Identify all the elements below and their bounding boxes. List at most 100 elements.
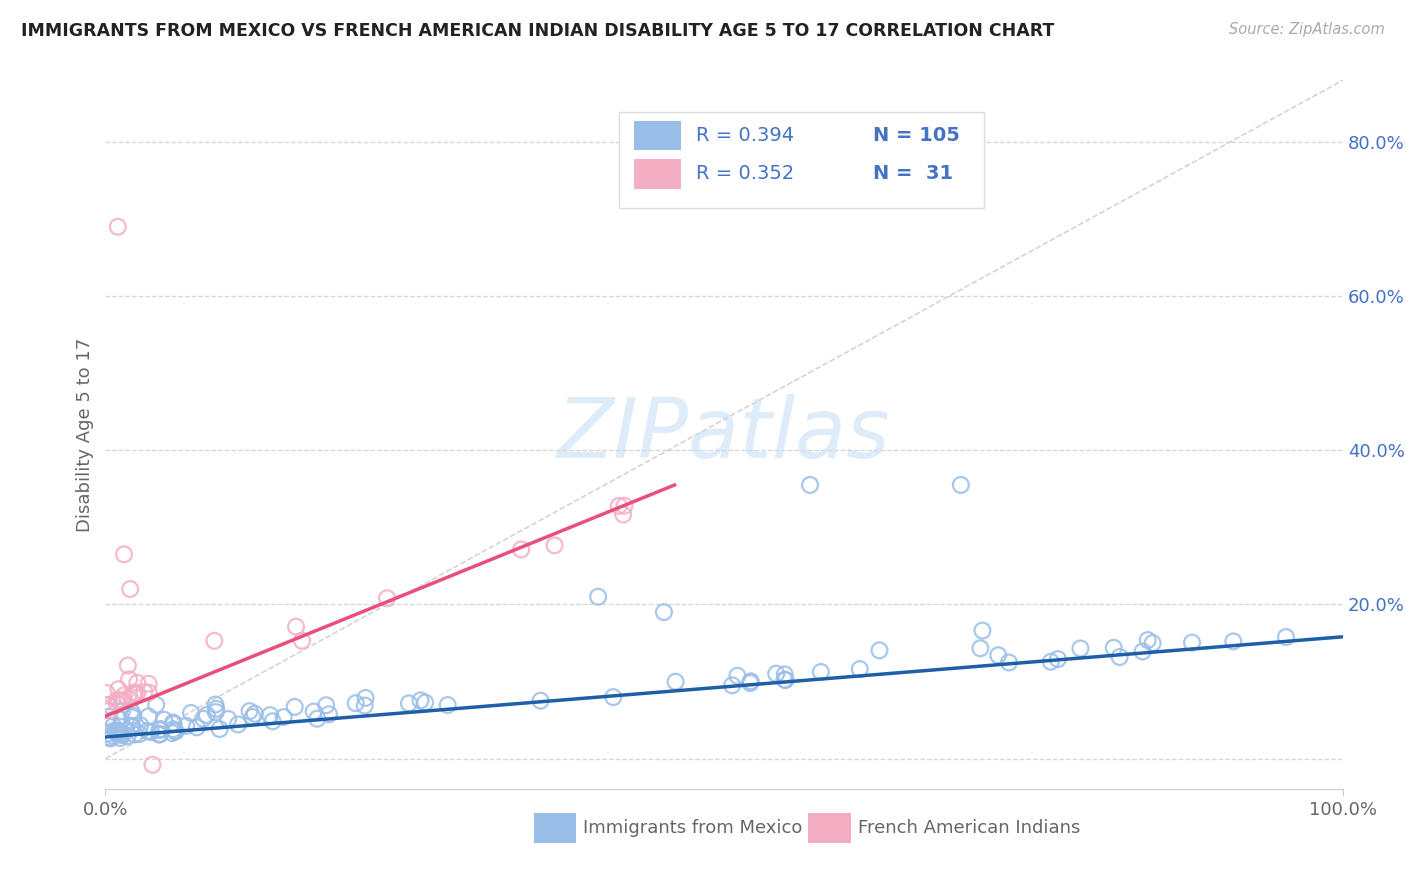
Point	[101, 729, 124, 743]
Point	[354, 690, 377, 705]
Point	[848, 662, 870, 676]
Point	[163, 717, 186, 731]
Point	[195, 708, 218, 723]
Point	[105, 726, 128, 740]
Point	[107, 682, 129, 697]
Point	[375, 591, 398, 606]
Point	[111, 713, 134, 727]
Point	[127, 687, 149, 701]
Point	[165, 724, 187, 739]
Point	[121, 710, 143, 724]
Point	[96, 698, 118, 713]
Point	[398, 697, 420, 711]
Point	[998, 656, 1021, 670]
Point	[141, 757, 163, 772]
Point	[117, 658, 139, 673]
Point	[100, 731, 122, 746]
Point	[344, 696, 367, 710]
Text: N =  31: N = 31	[873, 164, 953, 184]
Point	[868, 643, 890, 657]
Point	[148, 728, 170, 742]
Point	[1039, 655, 1062, 669]
Point	[510, 542, 533, 557]
Point	[124, 727, 146, 741]
Point	[1102, 640, 1125, 655]
Point	[149, 727, 172, 741]
Point	[124, 688, 146, 702]
Text: Immigrants from Mexico: Immigrants from Mexico	[583, 819, 803, 837]
Point	[208, 722, 231, 736]
Point	[243, 706, 266, 721]
Point	[586, 590, 609, 604]
Point	[972, 624, 994, 638]
Point	[98, 698, 121, 712]
Point	[129, 718, 152, 732]
Point	[139, 725, 162, 739]
Point	[205, 702, 228, 716]
Point	[163, 724, 186, 739]
Point	[1142, 636, 1164, 650]
Point	[98, 704, 121, 718]
Point	[117, 729, 139, 743]
Point	[725, 669, 748, 683]
Text: IMMIGRANTS FROM MEXICO VS FRENCH AMERICAN INDIAN DISABILITY AGE 5 TO 17 CORRELAT: IMMIGRANTS FROM MEXICO VS FRENCH AMERICA…	[21, 22, 1054, 40]
FancyBboxPatch shape	[619, 112, 984, 208]
Point	[98, 731, 121, 745]
Point	[97, 718, 120, 732]
Point	[138, 685, 160, 699]
Point	[111, 704, 134, 718]
Point	[193, 712, 215, 726]
Point	[1181, 635, 1204, 649]
Point	[664, 674, 686, 689]
Text: R = 0.352: R = 0.352	[696, 164, 794, 184]
Point	[108, 727, 131, 741]
Point	[318, 707, 340, 722]
Point	[810, 665, 832, 679]
Point	[101, 719, 124, 733]
Point	[120, 582, 142, 596]
Point	[529, 694, 551, 708]
Point	[773, 667, 796, 681]
Point	[107, 724, 129, 739]
Point	[145, 698, 167, 712]
Point	[217, 712, 239, 726]
Point	[202, 633, 225, 648]
Point	[773, 673, 796, 687]
Point	[273, 710, 295, 724]
Point	[775, 673, 797, 687]
Point	[120, 704, 142, 718]
Point	[107, 219, 129, 234]
Point	[117, 691, 139, 706]
Point	[602, 690, 624, 705]
Point	[110, 728, 132, 742]
Point	[128, 727, 150, 741]
Point	[180, 706, 202, 720]
Point	[112, 547, 135, 561]
Point	[721, 678, 744, 692]
Text: N = 105: N = 105	[873, 126, 959, 145]
Point	[799, 478, 821, 492]
Point	[111, 694, 134, 708]
Point	[613, 499, 636, 513]
Point	[134, 685, 156, 699]
Point	[607, 499, 630, 513]
Point	[949, 478, 972, 492]
Point	[1046, 652, 1069, 666]
Text: Source: ZipAtlas.com: Source: ZipAtlas.com	[1229, 22, 1385, 37]
Text: ZIPatlas: ZIPatlas	[557, 394, 891, 475]
Point	[353, 698, 375, 713]
Point	[740, 676, 762, 690]
Point	[543, 538, 565, 552]
Point	[121, 719, 143, 733]
Point	[124, 685, 146, 699]
Point	[259, 708, 281, 723]
Point	[1132, 644, 1154, 658]
Point	[104, 723, 127, 738]
Point	[1069, 641, 1091, 656]
Point	[120, 719, 142, 733]
Point	[122, 708, 145, 723]
Text: R = 0.394: R = 0.394	[696, 126, 794, 145]
Point	[107, 693, 129, 707]
Point	[148, 723, 170, 738]
Point	[413, 696, 436, 710]
